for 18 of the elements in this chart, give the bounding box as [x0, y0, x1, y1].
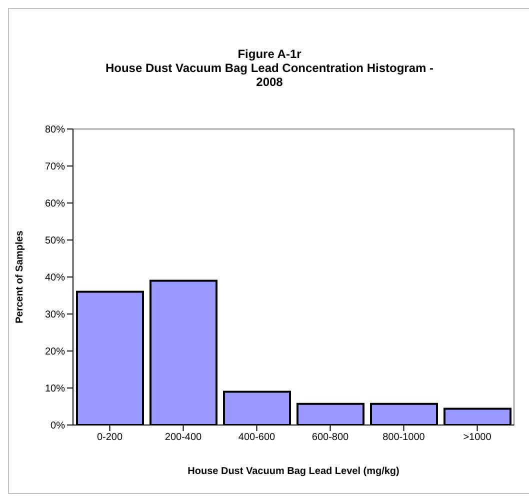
y-tick-label: 40% — [44, 272, 66, 284]
y-tick-label: 0% — [50, 420, 66, 432]
x-tick-label: 200-400 — [164, 432, 202, 444]
chart-title: Figure A-1r House Dust Vacuum Bag Lead Concentration Histogram - 2008 — [104, 47, 435, 89]
y-tick-label: 80% — [44, 124, 66, 136]
y-tick-label: 20% — [44, 346, 66, 358]
y-tick-label: 50% — [44, 236, 66, 247]
x-tick-label: 600-800 — [312, 432, 350, 444]
y-tick-label: 10% — [44, 384, 66, 395]
y-tick-label: 30% — [44, 310, 66, 321]
x-tick-label: 800-1000 — [382, 432, 426, 444]
x-tick-label: 400-600 — [238, 432, 276, 444]
x-tick-label: 0-200 — [96, 432, 123, 444]
y-tick-label: 60% — [44, 198, 66, 210]
y-tick-label: 70% — [44, 162, 66, 173]
x-tick-label: >1000 — [463, 432, 492, 444]
y-axis-title: Percent of Samples — [14, 230, 26, 324]
x-axis-title: House Dust Vacuum Bag Lead Level (mg/kg) — [188, 466, 400, 478]
